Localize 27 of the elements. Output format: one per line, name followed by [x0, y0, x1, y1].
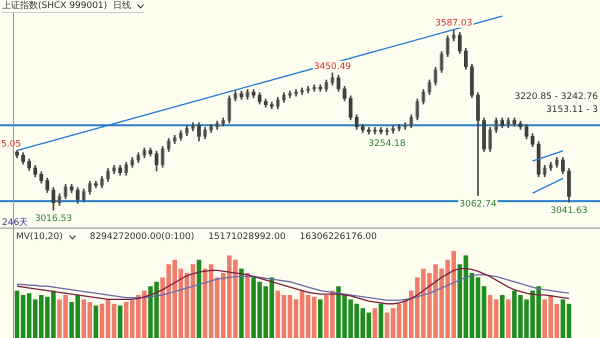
- annotation: 3016.53: [34, 214, 72, 224]
- bar: [148, 286, 153, 338]
- bar: [239, 268, 244, 338]
- annotation: 3062.74: [459, 199, 497, 210]
- bar: [372, 308, 378, 338]
- bar: [245, 273, 250, 338]
- annotation: 3254.18: [368, 138, 406, 149]
- annotation: 3041.63: [550, 206, 588, 216]
- annotation: 3587.03: [435, 18, 472, 29]
- text: 8294272000.00(0:100): [90, 231, 194, 243]
- bar: [318, 299, 323, 338]
- text: 15171028992.00: [208, 231, 286, 243]
- chart-title: MV(10,20): [16, 231, 63, 243]
- chart-title: 上证指数(SHCX 999001): [2, 0, 108, 12]
- annotation: 3220.85 - 3242.76: [514, 92, 598, 102]
- text: 16306226176.00: [300, 231, 377, 243]
- bar: [378, 304, 384, 338]
- bar: [154, 282, 159, 338]
- bar: [94, 306, 98, 338]
- annotation: 3153.11 - 3: [546, 105, 598, 116]
- bar: [500, 295, 505, 338]
- bar: [196, 260, 202, 338]
- bar: [118, 306, 122, 338]
- chart-subtitle: 日线: [113, 0, 132, 12]
- annotation: 3450.49: [314, 62, 352, 72]
- bar: [506, 299, 511, 338]
- annotation: 246天: [2, 216, 28, 228]
